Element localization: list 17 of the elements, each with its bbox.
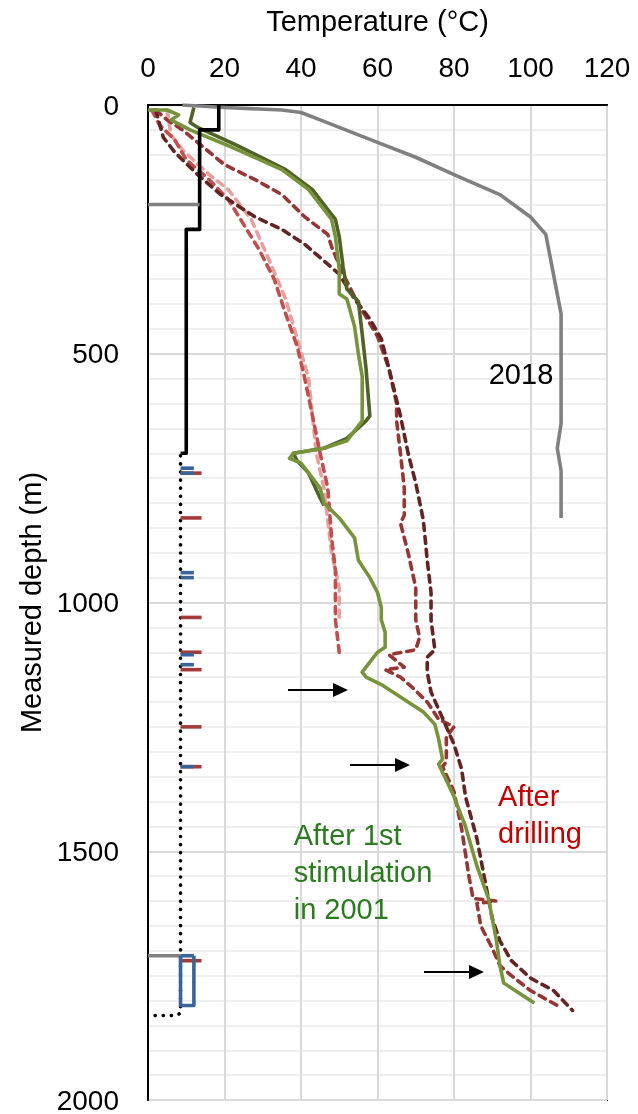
x-tick-label: 80 — [438, 51, 470, 83]
y-tick-label: 1500 — [56, 835, 119, 867]
annotation: 2018 — [488, 356, 554, 392]
y-tick-label: 1000 — [56, 587, 119, 618]
x-tick-label: 0 — [140, 51, 156, 83]
y-tick-label: 2000 — [56, 1084, 119, 1114]
x-tick-label: 40 — [285, 51, 317, 83]
x-tick-label: 100 — [507, 51, 554, 83]
annotation: After 1st stimulation in 2001 — [293, 817, 433, 927]
y-axis-title: Measured depth (m) — [15, 471, 48, 734]
x-tick-label: 120 — [583, 51, 631, 83]
y-tick-label: 500 — [72, 338, 119, 370]
x-tick-label: 60 — [361, 51, 394, 83]
x-axis-title: Temperature (°C) — [266, 4, 489, 37]
x-tick-label: 20 — [208, 51, 241, 83]
annotation: After drilling — [498, 779, 582, 851]
y-tick-label: 0 — [103, 89, 119, 121]
